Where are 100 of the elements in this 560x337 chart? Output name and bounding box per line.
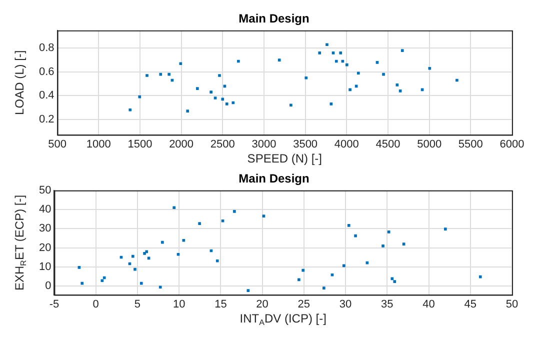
point (176, 252, 180, 256)
chart-title: Main Design (238, 172, 310, 186)
point (186, 110, 189, 112)
point (387, 230, 390, 234)
x-tick-label: 6000 (500, 138, 524, 150)
point (134, 268, 136, 271)
point (246, 289, 250, 292)
x-tick-label: 3000 (252, 138, 276, 150)
point (334, 60, 338, 63)
point (332, 52, 335, 54)
point (347, 224, 350, 227)
point (376, 61, 379, 64)
point (196, 87, 199, 90)
y-tick-label: 0.4 (38, 90, 54, 102)
y-tick-label: 0 (45, 280, 52, 292)
point (225, 102, 228, 106)
point (444, 228, 447, 231)
point (398, 89, 402, 92)
point (168, 72, 170, 76)
point (78, 266, 81, 269)
point (342, 264, 346, 268)
point (354, 234, 357, 238)
x-tick-label: 35 (381, 298, 394, 310)
point (182, 238, 186, 242)
point (262, 214, 266, 218)
point (223, 84, 226, 88)
y-axis-title: LOAD (L) [-] (12, 50, 26, 115)
x-tick-label: 2500 (210, 138, 235, 150)
y-tick-label: 40 (38, 204, 52, 216)
point (400, 49, 404, 52)
y-tick-label: 10 (38, 261, 52, 274)
point (382, 72, 385, 76)
point (143, 252, 146, 255)
x-tick-label: 5000 (417, 138, 442, 150)
point (237, 60, 240, 63)
x-tick-label: -5 (49, 298, 60, 310)
point (428, 66, 432, 70)
x-tick-label: 2000 (169, 138, 194, 150)
point (172, 206, 176, 210)
x-tick-label: 50 (506, 298, 518, 310)
point (330, 273, 334, 276)
point (390, 277, 394, 280)
point (80, 282, 84, 285)
y-axis-title: EXHRET (ECP) [-] (12, 194, 28, 290)
y-tick-label: 20 (38, 242, 52, 254)
point (478, 275, 482, 278)
point (198, 222, 201, 225)
point (318, 52, 322, 54)
y-tick-label: 0.6 (38, 66, 54, 78)
chart-title: Main Design (238, 12, 310, 26)
point (354, 84, 358, 88)
point (345, 63, 348, 66)
y-tick-label: 30 (38, 222, 52, 235)
point (326, 43, 328, 46)
point (214, 96, 217, 100)
point (216, 259, 219, 262)
x-tick-label: 1500 (128, 138, 152, 150)
point (128, 108, 132, 112)
x-tick-label: 5 (134, 298, 141, 310)
point (396, 84, 399, 86)
point (138, 95, 142, 98)
x-tick-label: 20 (256, 298, 268, 310)
x-tick-label: 15 (214, 298, 227, 310)
point (221, 98, 224, 101)
point (159, 72, 162, 76)
point (302, 268, 305, 272)
point (210, 90, 212, 94)
point (158, 286, 162, 289)
x-tick-label: 3500 (293, 138, 318, 150)
x-tick-label: 4500 (376, 138, 400, 150)
x-tick-label: 1000 (86, 138, 111, 150)
point (145, 250, 148, 254)
x-tick-label: 4000 (334, 138, 359, 150)
point (161, 240, 164, 244)
x-tick-label: 10 (172, 298, 186, 310)
point (456, 78, 458, 82)
point (102, 276, 106, 280)
point (402, 242, 406, 246)
point (278, 58, 281, 62)
x-tick-label: 25 (298, 298, 310, 310)
point (146, 74, 148, 77)
point (382, 244, 384, 248)
point (348, 88, 352, 92)
point (393, 280, 396, 283)
point (304, 76, 308, 80)
x-tick-label: 0 (92, 298, 99, 310)
point (131, 254, 134, 258)
point (140, 282, 143, 285)
point (298, 278, 300, 282)
x-tick-label: 30 (339, 298, 352, 310)
y-tick-label: 50 (38, 184, 52, 196)
x-tick-label: 500 (48, 138, 66, 150)
point (179, 62, 182, 66)
x-tick-label: 40 (422, 298, 435, 310)
point (233, 210, 236, 213)
y-tick-label: 0.2 (38, 113, 54, 126)
point (221, 219, 224, 222)
point (232, 101, 235, 104)
point (339, 52, 342, 54)
point (100, 279, 104, 282)
